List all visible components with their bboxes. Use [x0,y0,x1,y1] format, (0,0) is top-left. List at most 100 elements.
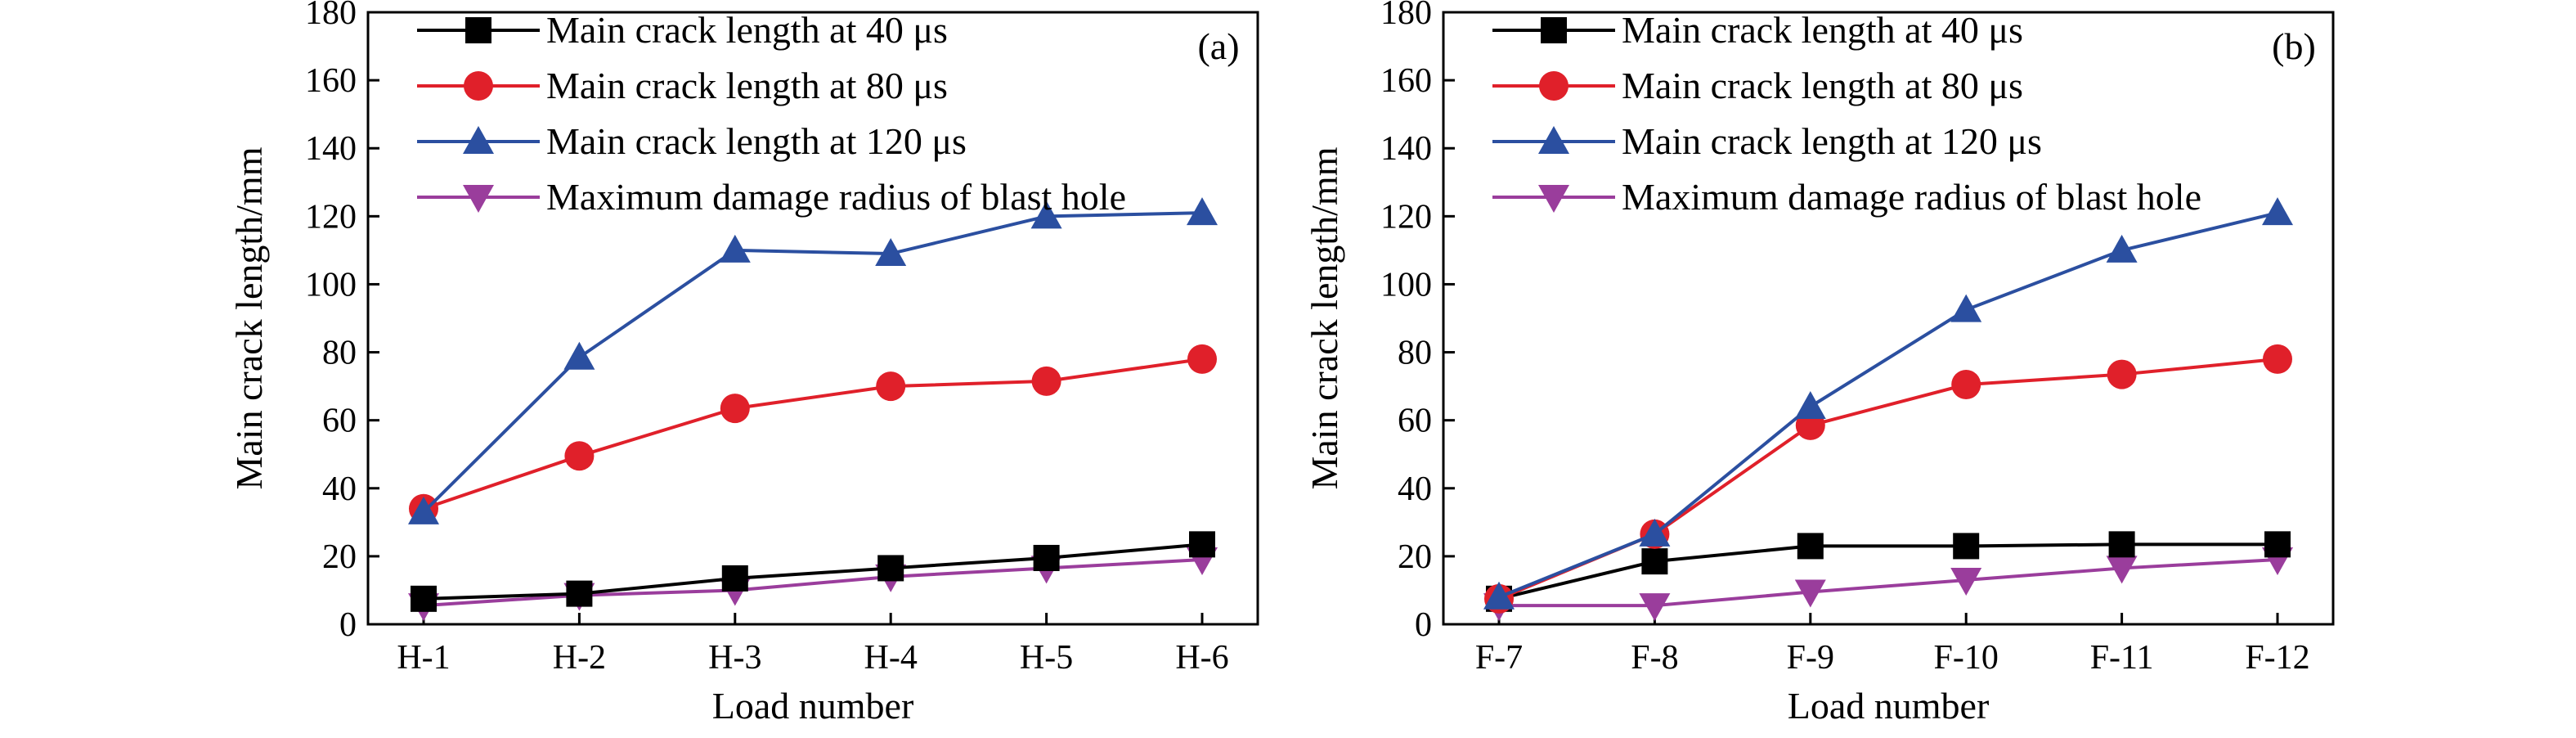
chart-panel-b: 0 20 40 60 80 100 120 140 160 180 F-7 F-8 F-9 F-10 F-1… [1304,0,2335,727]
data-point [876,371,906,402]
data-point [1187,197,1218,226]
legend-entry: Main crack length at 80 μs [1622,65,2023,106]
y-tick-label: 120 [1380,198,1432,236]
x-tick-label: H-2 [553,639,606,677]
y-tick-label: 40 [322,470,357,508]
data-point [411,585,437,612]
legend-marker [1539,71,1568,101]
x-tick-label: H-5 [1020,639,1073,677]
data-point [1189,531,1215,558]
series-3 [408,547,1218,622]
legend-marker [1538,126,1569,154]
chart-panel-a: 0 20 40 60 80 100 120 140 160 180 H-1 H-2 H-3 H-4 H-5 H… [228,0,1259,727]
legend: Main crack length at 40 μs Main crack len… [1492,9,2201,218]
data-point [566,580,593,607]
y-tick-label: 80 [1398,335,1432,372]
panel-label: (a) [1197,25,1239,67]
x-tick-label: F-9 [1787,639,1834,677]
series-line [1498,542,2278,601]
x-tick-label: H-4 [864,639,918,677]
y-tick-label: 60 [1398,403,1432,440]
y-tick-label: 40 [1398,470,1432,508]
data-point [1950,567,1982,596]
series-2 [1483,197,2293,610]
legend-entry: Main crack length at 120 μs [1622,120,2042,162]
y-tick-label: 0 [339,606,357,644]
legend-entry: Main crack length at 120 μs [546,120,967,162]
panel-label: (b) [2272,25,2316,67]
data-point [875,238,907,267]
series-line [1499,558,2278,608]
y-tick-label: 160 [305,62,357,100]
legend-entry: Main crack length at 40 μs [1622,9,2023,51]
x-tick-label: F-8 [1631,639,1678,677]
data-point [1950,294,1982,322]
y-tick-label: 80 [322,335,357,372]
x-tick-label: H-1 [397,639,450,677]
data-point [2106,234,2138,263]
y-tick-label: 100 [305,266,357,304]
series-line [423,542,1203,601]
data-point [2264,531,2291,558]
y-tick-label: 140 [1380,130,1432,168]
y-tick-label: 180 [305,0,357,32]
legend: Main crack length at 40 μs Main crack len… [417,9,1126,218]
y-tick-label: 180 [1380,0,1432,32]
legend-marker [1538,185,1569,213]
series-3 [1483,547,2293,622]
series-1 [409,344,1217,524]
legend-marker [463,185,494,213]
data-point [2106,556,2138,584]
data-point [2107,359,2137,389]
series-line [1498,211,2278,599]
data-point [564,441,595,471]
plot-frame [366,11,1259,626]
legend-entry: Main crack length at 40 μs [546,9,948,51]
data-point [1639,593,1671,622]
x-tick-label: F-7 [1475,639,1523,677]
legend-entry: Maximum damage radius of blast hole [546,176,1126,218]
y-tick-label: 100 [1380,266,1432,304]
plot-frame [1442,11,2335,626]
x-tick-label: F-10 [1934,639,1999,677]
data-point [1797,533,1824,560]
x-tick-label: F-11 [2090,639,2154,677]
series-line [423,357,1203,511]
series-line [422,211,1203,514]
series-0 [411,531,1215,612]
y-axis-label: Main crack length/mm [1304,146,1345,489]
y-tick-label: 0 [1415,606,1432,644]
y-tick-label: 60 [322,403,357,440]
legend-marker [465,17,491,43]
data-point [2108,531,2135,558]
legend-entry: Maximum damage radius of blast hole [1622,176,2201,218]
data-point [1483,581,1515,610]
series-2 [408,197,1218,524]
data-point [563,341,595,370]
data-point [1639,518,1671,547]
data-point [2262,197,2293,226]
series-0 [1486,531,2291,612]
legend-marker [463,126,494,154]
data-point [1794,391,1826,420]
data-point [1187,344,1217,374]
series-line [423,558,1203,608]
y-tick-label: 20 [1398,538,1432,576]
data-point [721,565,748,592]
data-point [1031,366,1061,396]
data-point [2263,344,2292,374]
data-point [1951,370,1981,400]
data-point [1794,579,1826,608]
y-tick-label: 140 [305,130,357,168]
x-axis-label: Load number [712,685,914,727]
y-tick-label: 160 [1380,62,1432,100]
y-tick-label: 20 [322,538,357,576]
y-tick-label: 120 [305,198,357,236]
legend-marker [464,71,493,101]
data-point [720,394,750,424]
x-tick-label: H-3 [708,639,761,677]
legend-marker [1541,17,1567,43]
series-line [1498,357,2278,601]
x-tick-label: F-12 [2245,639,2309,677]
